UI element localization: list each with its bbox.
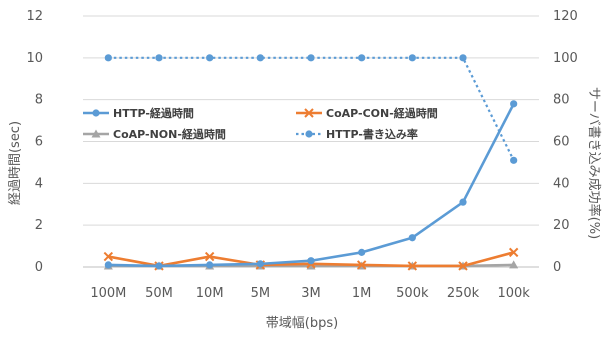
data-point bbox=[307, 257, 315, 265]
marker-stroke bbox=[407, 261, 418, 271]
y-axis-right-title: サーバ書き込み成功率(%) bbox=[586, 87, 602, 239]
marker-stroke bbox=[204, 251, 215, 262]
y-right-tick-label: 20 bbox=[553, 218, 570, 233]
marker-stroke bbox=[458, 261, 468, 271]
x-tick-label: 3M bbox=[301, 286, 321, 301]
y-left-tick-label: 8 bbox=[35, 93, 43, 108]
legend-swatch-marker bbox=[304, 108, 314, 118]
marker-stroke bbox=[103, 251, 114, 262]
y-left-tick-label: 10 bbox=[26, 51, 43, 66]
marker-stroke bbox=[304, 108, 314, 118]
data-point bbox=[509, 260, 519, 269]
y-right-tick-label: 120 bbox=[553, 9, 578, 24]
series-line bbox=[108, 56, 515, 161]
legend-label: HTTP-経過時間 bbox=[113, 106, 194, 120]
series-3 bbox=[104, 54, 518, 164]
data-point bbox=[104, 54, 112, 62]
data-point bbox=[204, 251, 215, 262]
legend-label: CoAP-NON-経過時間 bbox=[113, 127, 226, 141]
y-axis-left-ticks: 0 2 4 6 8 10 12 bbox=[26, 9, 43, 275]
x-tick-label: 10M bbox=[196, 286, 224, 301]
data-point bbox=[307, 54, 315, 62]
y-right-tick-label: 0 bbox=[553, 260, 561, 275]
x-tick-label: 100k bbox=[497, 286, 530, 301]
data-point bbox=[103, 251, 114, 262]
y-right-tick-label: 100 bbox=[553, 51, 578, 66]
data-point bbox=[206, 54, 214, 62]
y-left-tick-label: 6 bbox=[35, 135, 43, 150]
data-point bbox=[459, 54, 467, 62]
y-left-tick-label: 2 bbox=[35, 218, 43, 233]
y-axis-right-ticks: 0 20 40 60 80 100 120 bbox=[553, 9, 578, 275]
data-point bbox=[356, 260, 367, 270]
y-left-tick-label: 0 bbox=[35, 260, 43, 275]
x-tick-label: 5M bbox=[251, 286, 271, 301]
data-point bbox=[104, 261, 112, 269]
x-tick-label: 250k bbox=[447, 286, 480, 301]
x-axis-ticks: 100M 50M 10M 5M 3M 1M 500k 250k 100k bbox=[90, 286, 530, 301]
legend-item: HTTP-書き込み率 bbox=[296, 127, 418, 141]
y-right-tick-label: 40 bbox=[553, 176, 570, 191]
legend-label: HTTP-書き込み率 bbox=[326, 127, 418, 141]
y-left-tick-label: 12 bbox=[26, 9, 43, 24]
y-right-tick-label: 80 bbox=[553, 93, 570, 108]
gridlines bbox=[83, 15, 539, 268]
x-tick-label: 50M bbox=[145, 286, 173, 301]
legend: HTTP-経過時間 CoAP-CON-経過時間 CoAP-NON-経過時間 HTTP-… bbox=[83, 106, 438, 141]
series bbox=[103, 54, 519, 271]
series-0 bbox=[104, 100, 518, 270]
marker-stroke bbox=[508, 247, 519, 258]
legend-swatch-marker bbox=[305, 130, 313, 138]
y-axis-left-title: 経過時間(sec) bbox=[8, 121, 23, 205]
legend-item: HTTP-経過時間 bbox=[83, 106, 194, 120]
legend-label: CoAP-CON-経過時間 bbox=[326, 106, 438, 120]
y-right-tick-label: 60 bbox=[553, 135, 570, 150]
data-point bbox=[508, 247, 519, 258]
data-point bbox=[408, 234, 416, 242]
data-point bbox=[510, 156, 518, 164]
data-point bbox=[155, 54, 163, 62]
data-point bbox=[407, 261, 418, 271]
legend-swatch-marker bbox=[91, 129, 101, 138]
x-axis-title: 帯域幅(bps) bbox=[266, 316, 338, 331]
y-left-tick-label: 4 bbox=[35, 176, 43, 191]
marker-stroke bbox=[356, 260, 367, 270]
x-tick-label: 100M bbox=[90, 286, 126, 301]
data-point bbox=[459, 198, 467, 206]
x-tick-label: 500k bbox=[396, 286, 429, 301]
legend-item: CoAP-CON-経過時間 bbox=[296, 106, 438, 120]
data-point bbox=[256, 260, 264, 268]
data-point bbox=[510, 100, 518, 108]
data-point bbox=[155, 262, 163, 270]
data-point bbox=[458, 261, 468, 271]
data-point bbox=[358, 248, 366, 256]
data-point bbox=[256, 54, 264, 62]
legend-item: CoAP-NON-経過時間 bbox=[83, 127, 226, 141]
data-point bbox=[206, 261, 214, 269]
legend-swatch-marker bbox=[92, 109, 100, 117]
data-point bbox=[358, 54, 366, 62]
x-tick-label: 1M bbox=[352, 286, 372, 301]
data-point bbox=[408, 54, 416, 62]
